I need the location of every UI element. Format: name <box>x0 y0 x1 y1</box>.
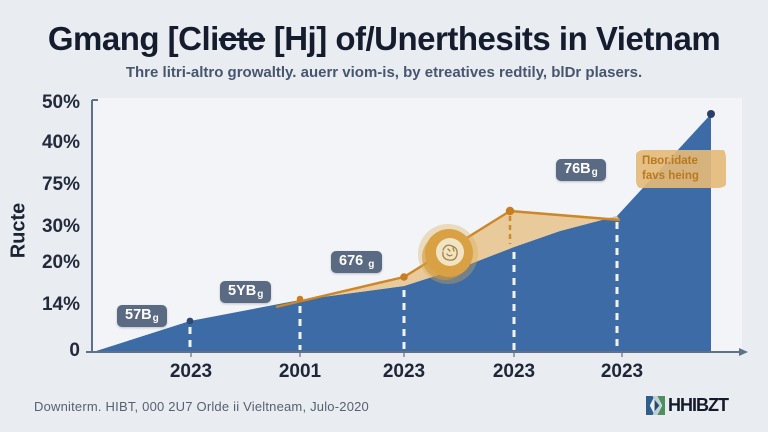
chart-subtitle: Thre litri-altro growaltly. auerr viom-i… <box>125 64 643 81</box>
brand-logo: HHIBZT <box>646 395 729 416</box>
brand-logo-text: HHIBZT <box>668 395 729 415</box>
y-tick-label: 20% <box>41 252 80 273</box>
source-credit: Downiterm. HIBT, 000 2U7 Orlde ii Vieltn… <box>34 399 369 414</box>
primary-area-series <box>93 114 711 352</box>
y-axis-title: Ructe <box>7 202 30 258</box>
x-tick-label: 2023 <box>382 361 426 382</box>
coin-icon <box>418 224 478 284</box>
axes <box>86 99 740 353</box>
title-segment-post: [Hj] of/Unerthesits in Vietnam <box>265 20 721 57</box>
chart-title: Gmang [Clicte [Hj] of/Unerthesits in Vie… <box>0 20 768 58</box>
data-label-badge: 76Bg <box>556 159 606 181</box>
annotation-line: favs heing <box>642 169 699 182</box>
brand-logo-icon <box>646 396 665 415</box>
data-label-badge: 5YBg <box>220 281 272 303</box>
data-label-badge: 57Bg <box>117 305 167 327</box>
y-tick-label: 50% <box>41 92 80 113</box>
x-tick-label: 2023 <box>169 361 213 382</box>
title-segment-pre: Gmang [Cli <box>47 20 220 57</box>
y-tick-label: 40% <box>41 132 80 153</box>
y-tick-label: 0 <box>69 340 80 361</box>
x-axis-ticks <box>190 352 623 357</box>
data-label-badge: 676 g <box>331 251 383 273</box>
annotation-note: Пвог.idate favs heing <box>636 150 726 188</box>
annotation-line: Пвог.idate <box>642 155 698 167</box>
x-tick-label: 2023 <box>600 361 644 382</box>
y-tick-label: 14% <box>41 294 80 315</box>
data-point-dots <box>186 110 715 325</box>
dashed-guides <box>188 222 619 350</box>
x-tick-label: 2023 <box>492 361 536 382</box>
title-segment-struck: cte <box>218 20 266 57</box>
x-axis-arrow <box>739 348 748 356</box>
y-tick-label: 75% <box>41 174 80 195</box>
y-tick-label: 30% <box>41 216 80 237</box>
x-tick-label: 2001 <box>278 361 322 382</box>
